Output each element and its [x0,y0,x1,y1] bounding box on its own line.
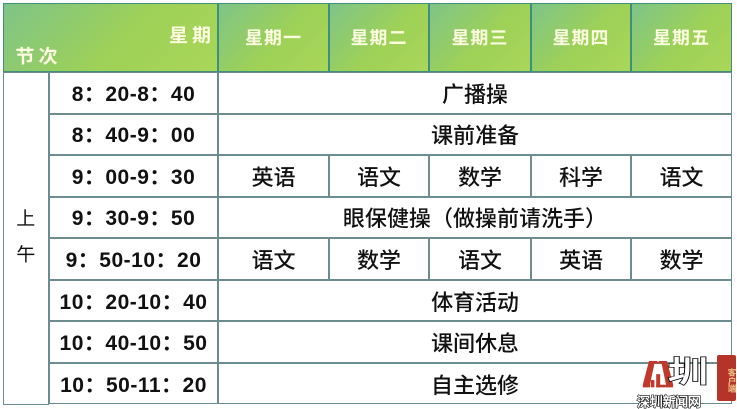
svg-text:圳: 圳 [668,356,708,389]
svg-text:深圳新闻网: 深圳新闻网 [637,394,701,409]
